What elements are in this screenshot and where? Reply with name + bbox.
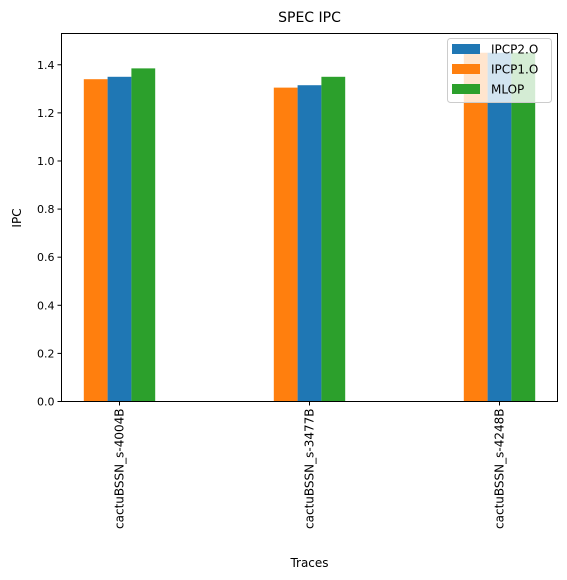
legend-label: IPCP2.O xyxy=(491,43,538,57)
legend-label: IPCP1.O xyxy=(491,63,538,77)
y-tick-label: 0.2 xyxy=(37,347,55,360)
x-tick-label: cactuBSSN_s-4004B xyxy=(113,409,127,529)
bar-mlop-0 xyxy=(131,68,156,402)
y-axis: 0.0 0.2 0.4 0.6 0.8 1.0 1.2 1.4 xyxy=(37,59,62,409)
bar-ipcp1-o-0 xyxy=(83,79,108,402)
y-axis-label: IPC xyxy=(10,208,24,227)
x-tick-label: cactuBSSN_s-3477B xyxy=(303,409,317,529)
x-axis: cactuBSSN_s-4004B cactuBSSN_s-3477B cactuB… xyxy=(113,401,507,529)
x-tick-label: cactuBSSN_s-4248B xyxy=(493,409,507,529)
bar-ipcp2-o-1 xyxy=(297,85,322,402)
chart-title: SPEC IPC xyxy=(278,10,341,26)
bar-mlop-1 xyxy=(321,76,346,402)
y-tick-label: 1.0 xyxy=(37,155,55,168)
bar-ipcp1-o-1 xyxy=(273,87,298,402)
bar-ipcp1-o-2 xyxy=(463,52,488,402)
legend-items: IPCP2.O IPCP1.O MLOP xyxy=(452,43,538,97)
y-tick-label: 0.6 xyxy=(37,251,55,264)
legend-swatch xyxy=(452,84,480,94)
y-tick-label: 1.2 xyxy=(37,107,55,120)
bar-mlop-2 xyxy=(511,52,536,402)
legend-swatch xyxy=(452,44,480,54)
bar-ipcp2-o-2 xyxy=(487,52,512,402)
x-axis-label: Traces xyxy=(289,556,328,570)
y-tick-label: 0.0 xyxy=(37,396,55,409)
bars-layer xyxy=(83,52,536,402)
y-tick-label: 0.4 xyxy=(37,299,55,312)
y-tick-label: 0.8 xyxy=(37,203,55,216)
bar-ipcp2-o-0 xyxy=(107,76,132,402)
y-tick-label: 1.4 xyxy=(37,59,55,72)
legend: IPCP2.O IPCP1.O MLOP xyxy=(447,38,552,103)
legend-swatch xyxy=(452,64,480,74)
legend-label: MLOP xyxy=(491,83,524,97)
